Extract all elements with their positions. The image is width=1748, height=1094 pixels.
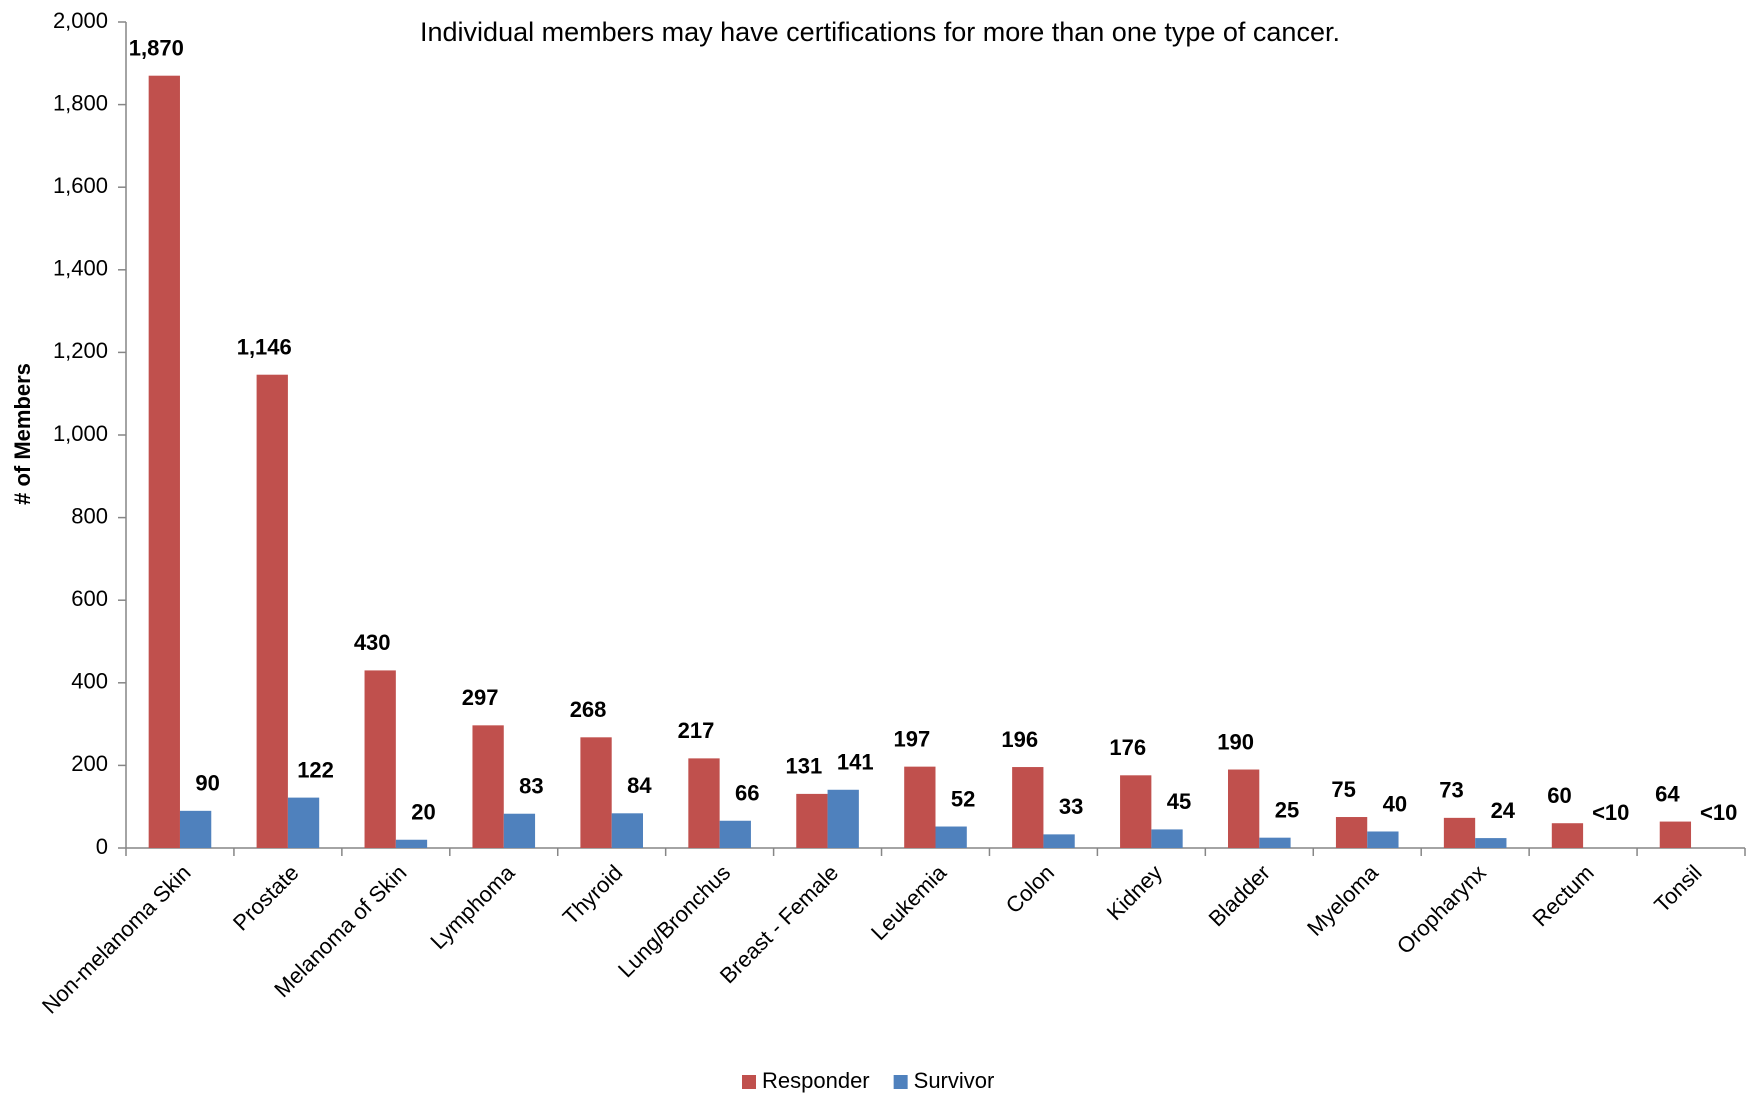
- chart-subtitle: Individual members may have certificatio…: [420, 17, 1340, 47]
- data-label: 430: [354, 630, 391, 655]
- x-tick-label: Lung/Bronchus: [613, 860, 735, 982]
- data-label: 1,870: [129, 36, 184, 61]
- x-tick-label: Oropharynx: [1392, 860, 1491, 959]
- data-label: 60: [1547, 783, 1571, 808]
- data-label: 141: [837, 750, 874, 775]
- legend-swatch: [742, 1075, 756, 1089]
- data-label: 83: [519, 774, 543, 799]
- data-label: 217: [678, 718, 715, 743]
- data-label: <10: [1700, 800, 1737, 825]
- x-tick-label: Lymphoma: [425, 859, 520, 954]
- data-label: 190: [1217, 729, 1254, 754]
- data-label: 1,146: [237, 335, 292, 360]
- legend-swatch: [893, 1075, 908, 1089]
- bar: [1043, 834, 1075, 848]
- legend-label: Survivor: [914, 1068, 995, 1093]
- y-tick-label: 1,400: [53, 256, 108, 281]
- data-label: 40: [1383, 791, 1407, 816]
- x-tick-label: Non-melanoma Skin: [37, 860, 196, 1019]
- bar: [395, 839, 428, 848]
- data-label: 66: [735, 781, 759, 806]
- bar: [1335, 817, 1368, 848]
- y-tick-label: 1,600: [53, 173, 108, 198]
- bar: [1475, 838, 1507, 848]
- y-axis-label: # of Members: [10, 363, 35, 505]
- bar: [796, 793, 828, 848]
- y-tick-label: 400: [71, 669, 108, 694]
- data-label: 176: [1109, 735, 1146, 760]
- data-label: 33: [1059, 794, 1083, 819]
- bar: [1012, 767, 1044, 848]
- bar: [1551, 823, 1584, 848]
- bar: [935, 826, 967, 848]
- bar: [1151, 829, 1183, 848]
- data-label: 45: [1167, 789, 1191, 814]
- bar: [904, 766, 936, 848]
- x-tick-label: Colon: [1001, 860, 1059, 918]
- bar: [1443, 817, 1476, 848]
- x-tick-label: Leukemia: [866, 859, 952, 945]
- x-tick-label: Rectum: [1527, 860, 1598, 931]
- legend-label: Responder: [762, 1068, 870, 1093]
- bar: [256, 374, 288, 848]
- data-label: 268: [570, 697, 607, 722]
- data-label: 197: [893, 726, 930, 751]
- bar: [287, 797, 320, 848]
- x-tick-label: Bladder: [1204, 860, 1275, 931]
- data-label: <10: [1592, 800, 1629, 825]
- data-label: 73: [1439, 778, 1463, 803]
- y-tick-label: 1,800: [53, 90, 108, 115]
- bar: [1659, 821, 1692, 848]
- bar: [611, 813, 644, 848]
- y-tick-label: 600: [71, 586, 108, 611]
- data-label: 24: [1491, 798, 1516, 823]
- bar: [1367, 831, 1399, 848]
- data-label: 25: [1275, 797, 1299, 822]
- y-tick-label: 2,000: [53, 8, 108, 33]
- data-label: 84: [627, 773, 652, 798]
- bar: [1227, 769, 1260, 848]
- x-tick-label: Tonsil: [1649, 860, 1706, 917]
- y-tick-label: 200: [71, 751, 108, 776]
- bar: [1259, 837, 1291, 848]
- bar: [503, 813, 536, 848]
- bar: [148, 75, 180, 848]
- bar: [179, 810, 212, 848]
- y-tick-label: 1,000: [53, 421, 108, 446]
- x-tick-label: Breast - Female: [715, 860, 843, 988]
- data-label: 196: [1001, 727, 1038, 752]
- bar: [580, 737, 612, 848]
- data-label: 122: [297, 757, 334, 782]
- x-tick-label: Kidney: [1102, 860, 1167, 925]
- data-label: 297: [462, 685, 499, 710]
- data-label: 52: [951, 786, 975, 811]
- y-tick-label: 800: [71, 503, 108, 528]
- data-label: 20: [411, 800, 435, 825]
- data-label: 90: [195, 771, 219, 796]
- x-tick-label: Thyroid: [558, 860, 628, 930]
- data-label: 131: [786, 754, 823, 779]
- y-tick-label: 1,200: [53, 338, 108, 363]
- bar: [364, 670, 396, 848]
- bar: [827, 789, 859, 848]
- x-tick-label: Prostate: [228, 860, 304, 936]
- bar: [719, 820, 751, 848]
- y-tick-label: 0: [96, 834, 108, 859]
- data-label: 64: [1655, 781, 1680, 806]
- x-tick-label: Myeloma: [1302, 859, 1383, 940]
- bar: [472, 725, 504, 848]
- bar: [1120, 775, 1152, 848]
- bar: [688, 758, 720, 848]
- data-label: 75: [1331, 777, 1355, 802]
